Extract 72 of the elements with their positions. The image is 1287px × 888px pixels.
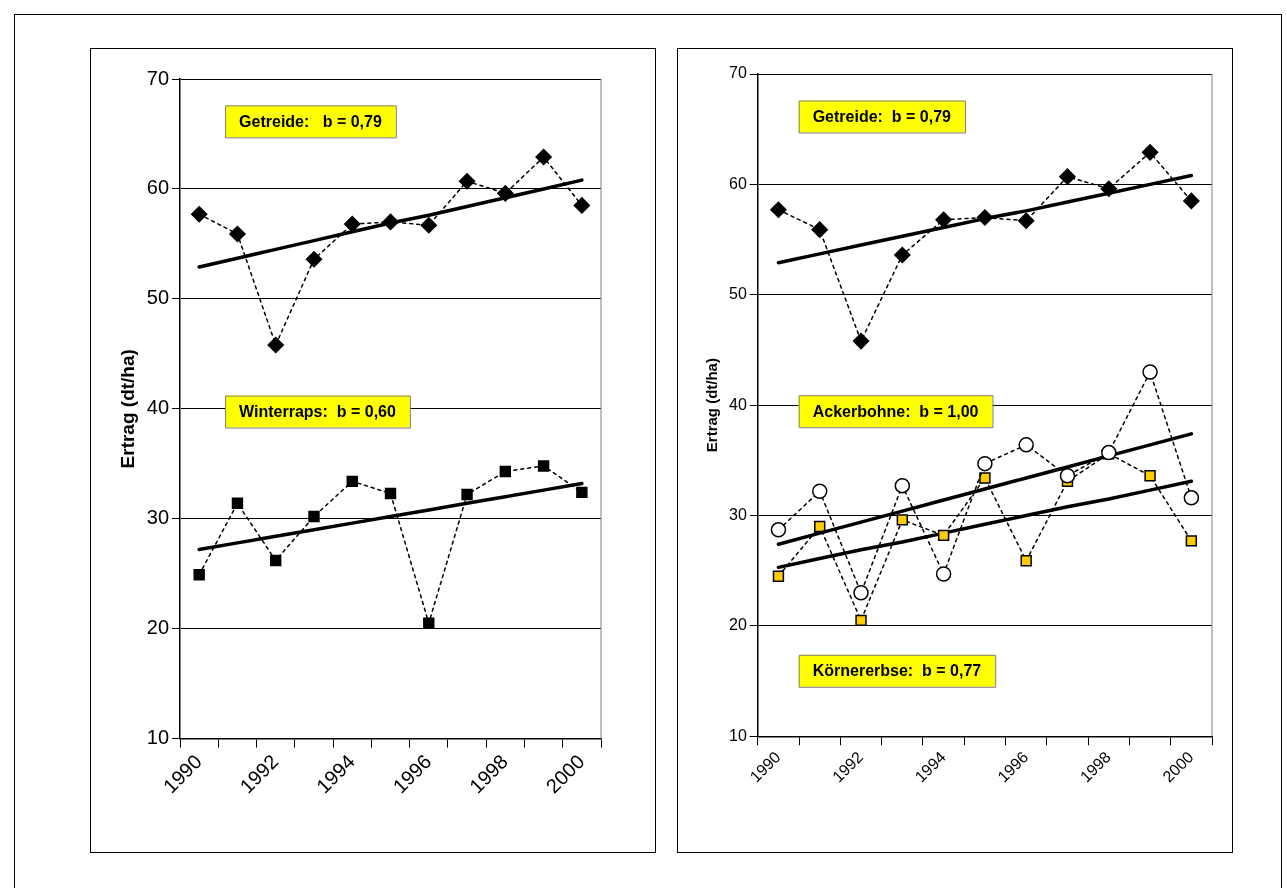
point (1185, 535, 1198, 547)
y-axis-title: Ertrag (dt/ha) (703, 358, 721, 453)
point (811, 221, 828, 238)
point (270, 554, 282, 567)
y-tick-label: 40 (146, 396, 170, 419)
point (896, 514, 909, 526)
point (537, 460, 550, 472)
y-tick-label: 30 (729, 505, 747, 523)
y-tick-label: 50 (729, 285, 747, 303)
point (267, 336, 284, 354)
point (193, 569, 205, 581)
point (853, 585, 869, 601)
point (231, 497, 244, 510)
point (499, 465, 512, 478)
y-tick-label: 60 (729, 174, 747, 192)
point (770, 201, 787, 219)
point (1141, 144, 1159, 161)
annotation: Getreide: b = 0,79 (812, 107, 952, 125)
point (937, 529, 950, 542)
point (1059, 168, 1076, 185)
point (344, 215, 361, 233)
point (1059, 468, 1076, 484)
point (976, 209, 994, 226)
point (977, 455, 993, 472)
point (1101, 444, 1117, 461)
y-tick-label: 20 (729, 616, 747, 634)
point (384, 487, 397, 500)
y-tick-label: 70 (729, 64, 747, 82)
point (979, 472, 991, 484)
y-tick-label: 20 (146, 616, 170, 639)
point (420, 216, 438, 234)
point (461, 488, 473, 501)
point (308, 510, 320, 523)
annotation: Körnererbse: b = 0,77 (812, 662, 982, 680)
point (811, 483, 828, 499)
y-tick-label: 40 (729, 395, 747, 413)
annotation: Ackerbohne: b = 1,00 (812, 402, 979, 420)
annotation: Winterraps: b = 0,60 (239, 403, 396, 420)
point (458, 172, 476, 190)
y-tick-label: 60 (146, 176, 170, 199)
point (770, 522, 787, 538)
point (573, 197, 591, 214)
point (1144, 470, 1156, 482)
point (1183, 192, 1200, 210)
point (894, 246, 911, 264)
y-tick-label: 70 (146, 66, 170, 89)
annotation: Getreide: b = 0,79 (239, 112, 382, 130)
point (382, 213, 399, 231)
point (1183, 490, 1200, 506)
point (1018, 437, 1034, 453)
point (576, 486, 588, 499)
point (497, 185, 514, 202)
y-axis-title: Ertrag (dt/ha) (116, 349, 138, 469)
point (1020, 555, 1032, 567)
point (305, 251, 323, 268)
y-tick-label: 10 (146, 726, 170, 749)
y-tick-label: 50 (146, 286, 170, 309)
point (423, 617, 435, 629)
point (229, 225, 246, 243)
point (935, 211, 952, 228)
point (772, 570, 785, 582)
point (1142, 364, 1158, 380)
point (346, 475, 358, 488)
point (1017, 212, 1035, 230)
point (935, 566, 952, 582)
point (852, 332, 870, 350)
point (190, 205, 208, 223)
y-tick-label: 10 (729, 726, 747, 744)
point (1100, 180, 1118, 198)
y-tick-label: 30 (146, 506, 170, 529)
point (894, 477, 911, 494)
point (535, 148, 552, 166)
